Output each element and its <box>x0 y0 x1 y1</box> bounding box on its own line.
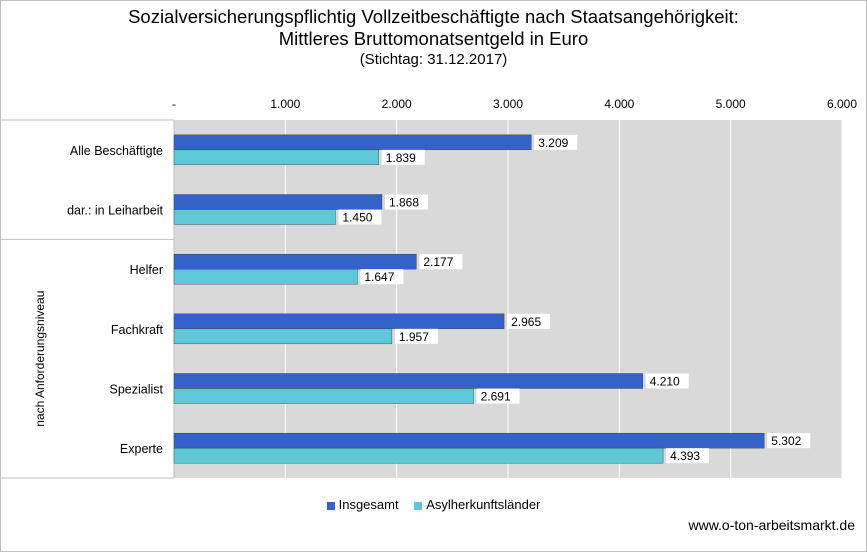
data-label-box <box>645 373 689 389</box>
data-label: 2.965 <box>511 315 541 329</box>
bar-asyl <box>173 149 379 166</box>
legend-label-insgesamt: Insgesamt <box>338 497 399 513</box>
data-label-box <box>338 209 382 225</box>
bar-insgesamt <box>173 373 643 389</box>
legend-item-insgesamt: Insgesamt <box>326 497 399 513</box>
legend-item-asyl: Asylherkunftsländer <box>414 497 540 512</box>
data-label: 2.177 <box>423 255 453 269</box>
data-label: 5.302 <box>771 434 801 448</box>
bar-insgesamt <box>173 253 417 270</box>
data-label-box <box>360 269 404 285</box>
x-tick-label: 4.000 <box>604 97 634 111</box>
data-label-box <box>666 448 710 464</box>
chart-title-block: Sozialversicherungspflichtig Vollzeitbes… <box>0 6 867 69</box>
x-tick-label: 3.000 <box>493 97 523 111</box>
data-label-box <box>381 149 425 165</box>
x-tick-label: - <box>172 97 176 111</box>
legend-label-asyl: Asylherkunftsländer <box>426 497 541 513</box>
data-label-box <box>476 388 520 404</box>
bar-asyl <box>173 328 393 345</box>
category-label: Experte <box>120 442 163 456</box>
legend-swatch-insgesamt <box>326 501 335 510</box>
data-label: 1.450 <box>342 211 372 225</box>
data-label: 1.647 <box>364 270 394 284</box>
data-label: 1.839 <box>386 151 416 165</box>
bar-asyl <box>173 268 358 285</box>
chart-subtitle: (Stichtag: 31.12.2017) <box>359 51 508 68</box>
data-label-box <box>507 313 551 329</box>
category-label: Alle Beschäftigte <box>70 144 163 158</box>
data-label-box <box>767 433 811 449</box>
x-tick-label: 5.000 <box>716 97 746 111</box>
source-url: www.o-ton-arbeitsmarkt.de <box>688 517 855 533</box>
bar-asyl <box>173 447 664 464</box>
data-label: 4.393 <box>670 449 700 463</box>
bar-asyl <box>173 209 336 225</box>
legend: Insgesamt Asylherkunftsländer <box>0 496 867 512</box>
bar-insgesamt <box>173 313 505 330</box>
data-label: 2.691 <box>481 390 511 404</box>
x-tick-label: 2.000 <box>382 97 412 111</box>
category-label: Helfer <box>130 263 163 277</box>
legend-swatch-asyl <box>414 501 423 510</box>
category-label: dar.: in Leiharbeit <box>67 204 163 218</box>
bar-insgesamt <box>173 432 765 449</box>
data-label-box <box>534 134 578 150</box>
data-label: 3.209 <box>538 136 568 150</box>
group-axis-label: nach Anforderungsniveau <box>33 291 47 427</box>
bar-insgesamt <box>173 134 532 151</box>
bar-asyl <box>173 388 474 404</box>
data-label-box <box>394 328 438 344</box>
chart-title-line-1: Sozialversicherungspflichtig Vollzeitbes… <box>128 6 739 27</box>
data-label-box <box>419 254 463 270</box>
chart-title-line-2: Mittleres Bruttomonatsentgeld in Euro <box>278 28 589 49</box>
data-label: 4.210 <box>650 375 680 389</box>
data-label: 1.957 <box>399 330 429 344</box>
x-tick-label: 6.000 <box>827 97 857 111</box>
bar-insgesamt <box>173 194 383 210</box>
category-label: Fachkraft <box>111 323 164 337</box>
x-tick-label: 1.000 <box>270 97 300 111</box>
data-label: 1.868 <box>389 196 419 210</box>
data-label-box <box>384 194 428 210</box>
category-label: Spezialist <box>110 383 164 397</box>
